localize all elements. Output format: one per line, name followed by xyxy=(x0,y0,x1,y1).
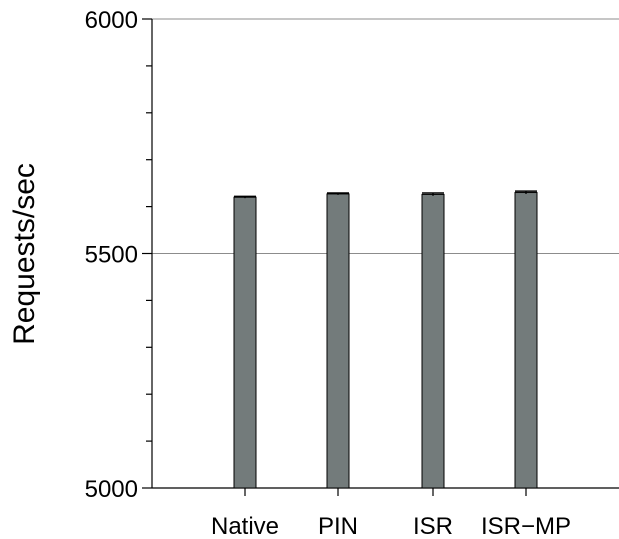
y-axis-label: Requests/sec xyxy=(8,163,41,345)
y-tick-label-5000: 5000 xyxy=(85,476,138,503)
bar-pin xyxy=(326,193,350,489)
grid-lines xyxy=(152,18,619,489)
y-tick-label-5500: 5500 xyxy=(85,242,138,269)
bar-isr-mp xyxy=(514,192,538,489)
bar-native xyxy=(233,196,257,489)
x-tick-label-pin: PIN xyxy=(318,513,358,539)
x-tick-label-native: Native xyxy=(211,513,279,539)
bars xyxy=(233,190,538,489)
y-axis-ticks: 5000 5500 6000 xyxy=(85,7,152,503)
x-axis-tick-labels: Native PIN ISR ISR−MP xyxy=(211,488,571,539)
y-tick-label-6000: 6000 xyxy=(85,7,138,34)
bar-isr xyxy=(421,193,445,489)
x-tick-label-isr-mp: ISR−MP xyxy=(481,513,571,539)
x-tick-label-isr: ISR xyxy=(413,513,453,539)
